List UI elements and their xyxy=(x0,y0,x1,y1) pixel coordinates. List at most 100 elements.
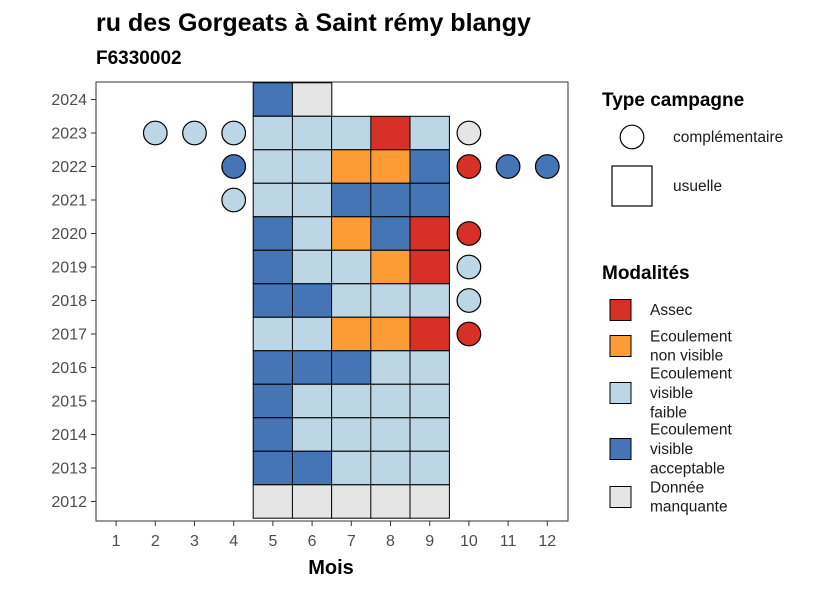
y-tick-label-2020: 2020 xyxy=(51,226,87,243)
tile-2018-5 xyxy=(252,283,294,318)
legend-label-usuelle: usuelle xyxy=(673,178,722,195)
tile-2023-7 xyxy=(331,115,372,151)
legend-modalites-title: Modalités xyxy=(602,263,690,284)
tile-2019-5 xyxy=(252,249,294,285)
x-axis: 1 2 3 4 5 6 7 8 9 10 11 12 xyxy=(112,521,556,550)
tile-2022-9 xyxy=(409,149,450,184)
tile-2019-6 xyxy=(291,249,333,285)
y-tick-label-2015: 2015 xyxy=(51,394,87,411)
tile-2017-5 xyxy=(252,316,294,352)
point-2019-10 xyxy=(456,254,482,280)
plot-panel-border xyxy=(95,81,569,522)
tile-2013-9 xyxy=(409,450,450,486)
legend-campagne-title: Type campagne xyxy=(602,90,744,111)
y-tick-label-2013: 2013 xyxy=(51,461,87,478)
tile-2019-8 xyxy=(370,249,411,285)
legend-type-campagne: Type campagne complémentaire usuelle xyxy=(602,90,783,207)
tiles-layer xyxy=(252,82,450,519)
legend-label-donnee-manquante: Donnée manquante xyxy=(650,479,728,515)
legend-label-ecoulement-visible-faible: Ecoulement visible faible xyxy=(650,366,733,422)
point-2023-4 xyxy=(221,120,247,146)
point-2023-3 xyxy=(182,120,207,146)
points-layer xyxy=(142,120,560,347)
point-2021-4 xyxy=(221,187,247,213)
chart-title: ru des Gorgeats à Saint rémy blangy xyxy=(96,9,531,37)
tile-2022-8 xyxy=(370,149,411,184)
x-tick-label-12: 12 xyxy=(538,533,556,550)
legend-label-ecoulement-non-visible: Ecoulement non visible xyxy=(650,328,733,364)
tile-2012-9 xyxy=(409,484,450,519)
legend-key-ecoulement-visible-acceptable xyxy=(609,438,632,460)
tile-2015-6 xyxy=(291,383,333,419)
y-axis: 2012 2013 2014 2015 2016 2017 2018 2019 2020 2021… xyxy=(51,92,96,511)
tile-2012-7 xyxy=(331,484,372,519)
legend-label-assec: Assec xyxy=(650,302,692,319)
y-tick-label-2012: 2012 xyxy=(51,494,87,511)
tile-2016-5 xyxy=(252,350,294,385)
tile-2013-5 xyxy=(252,450,294,486)
tile-2020-5 xyxy=(252,216,294,251)
x-tick-label-6: 6 xyxy=(308,533,317,550)
legend-key-assec xyxy=(609,299,632,321)
tile-2016-6 xyxy=(291,350,333,385)
tile-2014-7 xyxy=(331,417,372,452)
tile-2015-5 xyxy=(252,383,294,419)
x-tick-label-2: 2 xyxy=(151,533,160,550)
tile-2016-9 xyxy=(409,350,450,385)
tile-2014-6 xyxy=(291,417,333,452)
legend-label-complementaire: complémentaire xyxy=(673,129,783,146)
x-tick-label-10: 10 xyxy=(460,533,478,550)
x-axis-title: Mois xyxy=(308,557,354,579)
legend-key-donnee-manquante xyxy=(609,486,632,508)
x-tick-label-4: 4 xyxy=(229,533,238,550)
point-2023-10 xyxy=(456,120,482,146)
point-2022-12 xyxy=(534,154,560,179)
tile-2020-7 xyxy=(331,216,372,251)
tile-2020-8 xyxy=(370,216,411,251)
tile-2023-8 xyxy=(370,115,411,151)
tile-2012-8 xyxy=(370,484,411,519)
tile-2013-6 xyxy=(291,450,333,486)
y-tick-label-2019: 2019 xyxy=(51,260,87,277)
y-tick-label-2022: 2022 xyxy=(51,159,87,176)
legend-key-ecoulement-visible-faible xyxy=(609,382,632,404)
x-tick-label-11: 11 xyxy=(500,533,517,550)
y-tick-label-2017: 2017 xyxy=(51,327,87,344)
tile-2014-9 xyxy=(409,417,450,452)
tile-2018-6 xyxy=(291,283,333,318)
x-tick-label-7: 7 xyxy=(347,533,356,550)
tile-2023-9 xyxy=(409,115,450,151)
tile-2014-8 xyxy=(370,417,411,452)
legend-label-ecoulement-visible-acceptable: Ecoulement visible acceptable xyxy=(650,422,733,478)
y-tick-label-2014: 2014 xyxy=(51,427,87,444)
y-tick-label-2024: 2024 xyxy=(51,92,87,109)
tile-2018-7 xyxy=(331,283,372,318)
y-tick-label-2021: 2021 xyxy=(51,193,87,210)
tile-2024-5 xyxy=(252,82,294,117)
x-tick-label-8: 8 xyxy=(386,533,395,550)
tile-2017-8 xyxy=(370,316,411,352)
point-2022-10 xyxy=(456,154,482,179)
plot-area xyxy=(95,81,569,522)
x-tick-label-1: 1 xyxy=(112,533,121,550)
tile-2022-7 xyxy=(331,149,372,184)
tile-2012-5 xyxy=(252,484,294,519)
tile-2015-9 xyxy=(409,383,450,419)
point-2020-10 xyxy=(456,221,482,246)
tile-2012-6 xyxy=(291,484,333,519)
tile-2016-8 xyxy=(370,350,411,385)
tile-2021-5 xyxy=(252,182,294,218)
point-2023-2 xyxy=(142,120,168,146)
point-2017-10 xyxy=(456,321,482,347)
point-2022-4 xyxy=(221,154,247,179)
legend-key-ecoulement-non-visible xyxy=(609,335,632,357)
tile-2023-5 xyxy=(252,115,294,151)
tile-2019-9 xyxy=(409,249,450,285)
chart-subtitle: F6330002 xyxy=(96,48,182,69)
tile-2020-9 xyxy=(409,216,450,251)
x-tick-label-5: 5 xyxy=(268,533,277,550)
tile-2013-8 xyxy=(370,450,411,486)
tile-2021-8 xyxy=(370,182,411,218)
